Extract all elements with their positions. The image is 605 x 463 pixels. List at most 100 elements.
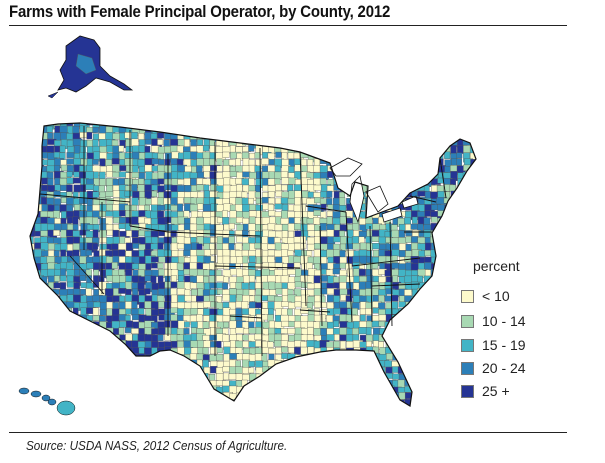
county-cell xyxy=(222,125,229,133)
county-cell xyxy=(371,236,380,242)
county-cell xyxy=(66,262,74,271)
county-cell xyxy=(105,373,116,381)
county-cell xyxy=(417,398,425,406)
county-cell xyxy=(436,223,443,232)
county-cell xyxy=(411,308,419,315)
county-cell xyxy=(365,223,374,230)
county-cell xyxy=(202,392,213,402)
county-cell xyxy=(112,372,119,381)
county-cell xyxy=(105,360,114,371)
county-cell xyxy=(358,379,366,387)
county-cell xyxy=(326,152,337,159)
county-cell xyxy=(99,360,109,371)
county-cell xyxy=(476,204,483,212)
county-cell xyxy=(391,152,402,161)
county-cell xyxy=(202,321,210,329)
county-cell xyxy=(33,133,41,143)
county-cell xyxy=(469,123,476,130)
county-cell xyxy=(339,360,347,371)
county-cell xyxy=(137,372,145,380)
county-cell xyxy=(405,250,413,258)
county-cell xyxy=(261,399,272,406)
county-cell xyxy=(424,123,434,129)
county-cell xyxy=(33,288,42,299)
county-cell xyxy=(157,152,164,160)
county-cell xyxy=(340,398,350,406)
county-cell xyxy=(30,353,36,360)
county-cell xyxy=(288,133,299,142)
county-cell xyxy=(79,328,88,337)
county-cell xyxy=(40,341,48,348)
county-cell xyxy=(431,398,438,406)
county-cell xyxy=(268,123,278,129)
county-cell xyxy=(477,166,485,174)
county-cell xyxy=(385,123,394,128)
county-cell xyxy=(268,399,275,406)
county-cell xyxy=(280,367,290,378)
county-cell xyxy=(30,198,37,205)
county-cell xyxy=(125,123,134,128)
county-cell xyxy=(72,353,82,359)
county-cell xyxy=(281,288,289,297)
us-county-map xyxy=(18,35,486,416)
county-cell xyxy=(79,367,89,376)
county-cell xyxy=(30,334,37,342)
county-cell xyxy=(332,373,340,383)
county-cell xyxy=(287,123,296,128)
county-cell xyxy=(463,250,473,260)
county-cell xyxy=(170,393,180,401)
county-cell xyxy=(111,346,119,357)
county-cell xyxy=(449,276,461,284)
county-cell xyxy=(333,145,341,155)
county-cell xyxy=(423,327,434,337)
county-cell xyxy=(430,123,438,129)
county-cell xyxy=(249,123,257,126)
county-cell xyxy=(372,164,381,171)
county-cell xyxy=(417,373,428,381)
county-cell xyxy=(345,138,356,147)
county-cell xyxy=(443,393,452,403)
county-cell xyxy=(99,405,105,406)
county-cell xyxy=(372,151,380,159)
county-cell xyxy=(157,178,165,185)
state-boundary xyxy=(305,205,347,213)
county-cell xyxy=(424,340,430,348)
county-cell xyxy=(450,236,459,243)
county-cell xyxy=(190,308,199,315)
county-cell xyxy=(424,353,434,363)
county-cell xyxy=(477,126,486,135)
county-cell xyxy=(352,242,360,250)
county-cell xyxy=(281,249,288,257)
county-cell xyxy=(282,133,290,140)
county-cell xyxy=(352,354,362,364)
county-cell xyxy=(30,178,36,185)
county-cell xyxy=(196,123,207,129)
county-cell xyxy=(111,386,119,396)
county-cell xyxy=(340,354,347,361)
county-cell xyxy=(30,321,35,328)
county-cell xyxy=(359,385,368,394)
county-cell xyxy=(54,302,62,310)
county-cell xyxy=(358,281,366,291)
county-cell xyxy=(423,321,433,330)
county-cell xyxy=(352,366,360,374)
county-cell xyxy=(288,360,297,370)
county-cell xyxy=(424,159,433,166)
county-cell xyxy=(93,405,102,406)
county-cell xyxy=(423,347,433,358)
county-cell xyxy=(431,288,440,299)
county-cell xyxy=(79,354,86,364)
county-cell xyxy=(215,275,225,282)
county-cell xyxy=(145,123,155,128)
county-cell xyxy=(236,398,244,406)
county-cell xyxy=(73,367,82,377)
county-cell xyxy=(281,405,293,406)
county-cell xyxy=(112,405,121,406)
county-cell xyxy=(34,309,42,318)
county-cell xyxy=(209,392,217,402)
county-cell xyxy=(417,308,425,316)
county-cell xyxy=(241,392,253,399)
county-cell xyxy=(125,354,134,362)
county-cell xyxy=(275,386,283,393)
county-cell xyxy=(158,399,167,406)
